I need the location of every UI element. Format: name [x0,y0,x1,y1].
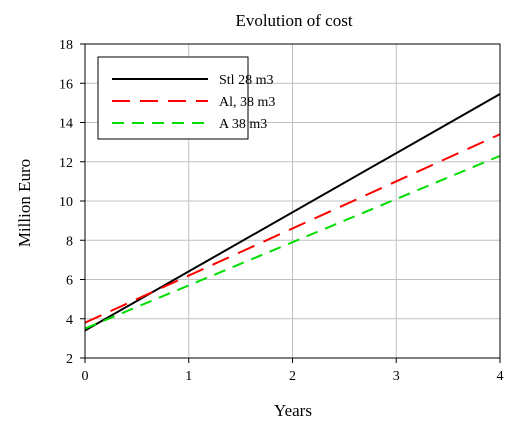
legend-label-1: Al, 38 m3 [219,95,275,110]
y-tick-label-3: 8 [66,234,73,249]
y-tick-label-4: 10 [59,195,73,210]
x-tick-label-3: 3 [393,369,400,384]
grid-lines [85,44,500,358]
x-tick-label-2: 2 [289,369,296,384]
y-tick-label-1: 4 [66,313,73,328]
series-line-2 [84,154,501,330]
y-tick-label-6: 14 [59,117,73,132]
x-tick-label-1: 1 [185,369,192,384]
x-tick-label-4: 4 [497,369,504,384]
y-tick-label-7: 16 [59,77,73,92]
chart-title: Evolution of cost [235,11,352,30]
legend-label-0: Stl 28 m3 [219,73,273,88]
series-line-0 [84,93,501,332]
y-tick-label-2: 6 [66,274,73,289]
legend-label-2: A 38 m3 [219,117,267,132]
y-tick-label-0: 2 [66,352,73,367]
x-axis-label: Years [274,401,312,420]
y-axis-label: Million Euro [15,159,34,247]
y-tick-label-5: 12 [59,156,73,171]
series-lines [84,93,501,332]
legend: Stl 28 m3 Al, 38 m3 A 38 m3 [97,56,275,140]
legend-box [97,56,249,140]
series-line-1 [84,133,501,324]
x-tick-label-0: 0 [82,369,89,384]
y-tick-label-8: 18 [59,38,73,53]
